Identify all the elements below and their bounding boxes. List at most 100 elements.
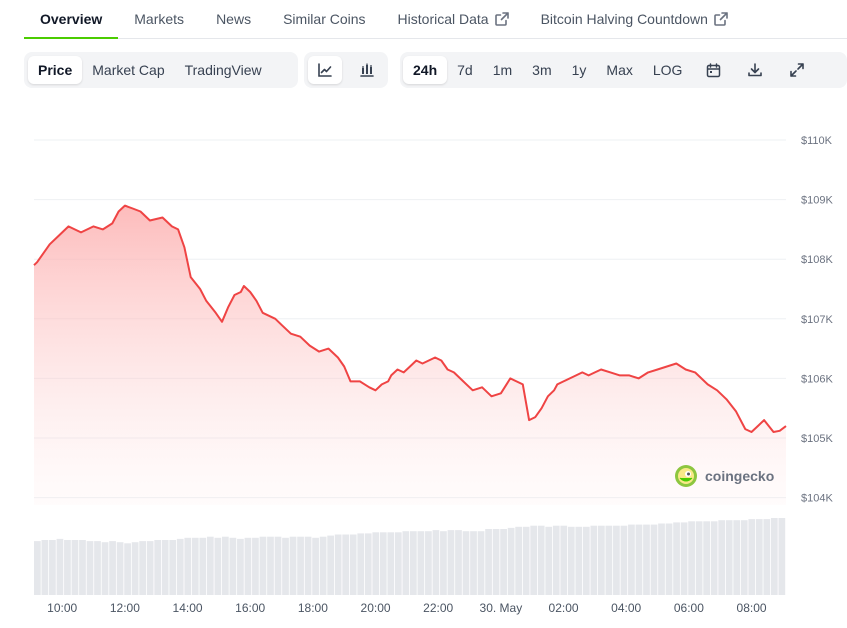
volume-bar [184,537,192,595]
x-tick-label: 22:00 [423,601,453,615]
volume-bar [462,531,470,595]
volume-bar [492,529,500,595]
volume-bar [447,530,455,595]
watermark-text: coingecko [705,468,774,484]
volume-bar [267,536,274,595]
x-tick-label: 12:00 [110,601,140,615]
tab-historical-data[interactable]: Historical Data [382,0,525,38]
volume-bars [34,518,786,595]
volume-bar [199,537,207,595]
range-1y-button[interactable]: 1y [571,62,587,78]
volume-bar [658,523,665,595]
tab-label: Overview [40,11,103,27]
date-picker-button[interactable] [692,56,734,84]
volume-bar [79,540,86,595]
volume-bar [41,540,49,595]
volume-bar [582,526,590,595]
volume-bar [304,536,312,595]
download-button[interactable] [734,56,776,84]
price-area-fill [34,205,786,505]
volume-bar [710,521,718,595]
volume-bar [770,518,778,595]
market-cap-button[interactable]: Market Cap [92,62,165,78]
y-tick-label: $110K [801,135,833,147]
volume-bar [665,523,673,595]
x-axis-labels: 10:00 12:00 14:00 16:00 18:00 20:00 22:00 30. M… [47,601,767,615]
tab-overview[interactable]: Overview [24,0,119,39]
volume-bar [740,520,748,595]
volume-bar [680,522,688,595]
price-line [33,204,787,433]
volume-bar [530,525,538,595]
volume-bar [349,534,357,595]
volume-bar [432,530,440,595]
line-chart-icon [318,63,332,77]
volume-bar [718,520,726,595]
volume-bar [522,526,530,595]
volume-bar [86,541,94,595]
tab-label: News [216,11,252,27]
volume-bar [560,525,568,595]
candlestick-chart-button[interactable] [350,56,384,84]
x-tick-label: 04:00 [611,601,641,615]
tab-news[interactable]: News [200,0,267,38]
volume-bar [748,519,756,595]
volume-bar [643,524,650,595]
tab-label: Bitcoin Halving Countdown [540,11,708,27]
range-1m-button[interactable]: 1m [492,62,513,78]
volume-bar [567,526,575,595]
volume-bar [575,526,583,595]
volume-bar [695,521,703,595]
volume-bar [372,532,380,595]
volume-bar [342,534,350,595]
volume-bar [222,536,229,595]
volume-bar [297,536,304,595]
volume-bar [500,529,507,595]
volume-bar [425,531,432,595]
volume-bar [116,542,124,595]
coin-nav-tabs: Overview Markets News Similar Coins Hist… [24,0,847,39]
volume-bar [507,527,515,595]
tab-markets[interactable]: Markets [118,0,200,38]
range-max-button[interactable]: Max [606,62,633,78]
range-24h-button[interactable]: 24h [403,56,448,84]
volume-bar [485,529,492,595]
volume-bar [94,541,101,595]
y-tick-label: $108K [801,254,833,266]
volume-bar [229,537,237,595]
fullscreen-button[interactable] [776,56,818,84]
volume-bar [56,538,64,595]
price-button[interactable]: Price [28,56,83,84]
volume-bar [334,534,342,595]
volume-bar [410,531,417,595]
tab-bitcoin-halving-countdown[interactable]: Bitcoin Halving Countdown [525,0,744,38]
range-7d-button[interactable]: 7d [457,62,473,78]
line-chart-button[interactable] [308,56,342,84]
volume-bar [688,521,695,595]
tradingview-button[interactable]: TradingView [184,62,262,78]
volume-bar [605,525,613,595]
volume-bar [763,519,771,595]
log-scale-button[interactable]: LOG [652,62,683,78]
volume-bar [206,536,214,595]
volume-bar [673,522,680,595]
x-tick-label: 20:00 [361,601,391,615]
volume-bar [244,537,252,595]
volume-bar [733,520,741,595]
volume-bar [49,540,56,595]
tab-similar-coins[interactable]: Similar Coins [267,0,381,38]
volume-bar [725,520,733,595]
x-tick-label: 08:00 [737,601,767,615]
x-tick-label: 10:00 [47,601,77,615]
volume-bar [282,537,289,595]
volume-bar [455,530,462,595]
volume-bar [613,525,620,595]
volume-bar [289,536,297,595]
volume-bar [319,536,327,595]
volume-bar [312,537,319,595]
expand-icon [790,63,805,77]
range-3m-button[interactable]: 3m [532,62,552,78]
download-icon [748,63,763,77]
volume-bar [537,525,545,595]
